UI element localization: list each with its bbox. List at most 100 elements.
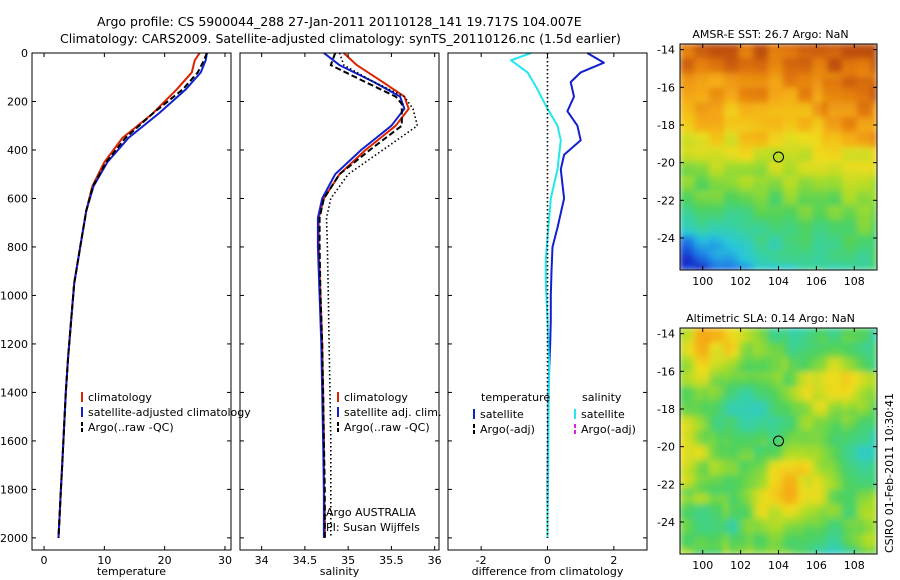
heatmap-cell bbox=[842, 195, 848, 202]
heatmap-cell bbox=[851, 210, 858, 217]
heatmap-cell bbox=[782, 430, 789, 437]
heatmap-cell bbox=[718, 366, 725, 373]
heatmap-cell bbox=[856, 44, 863, 50]
heatmap-cell bbox=[738, 225, 745, 232]
heatmap-cell bbox=[733, 401, 740, 408]
heatmap-cell bbox=[738, 435, 745, 442]
heatmap-cell bbox=[837, 411, 844, 417]
heatmap-cell bbox=[768, 455, 775, 462]
heatmap-cell bbox=[866, 161, 873, 168]
heatmap-cell bbox=[861, 87, 868, 94]
heatmap-cell bbox=[827, 411, 834, 417]
heatmap-cell bbox=[768, 519, 775, 526]
heatmap-cell bbox=[773, 474, 779, 481]
heatmap-cell bbox=[832, 176, 839, 183]
heatmap-cell bbox=[680, 401, 686, 408]
heatmap-cell bbox=[738, 519, 745, 526]
heatmap-cell bbox=[709, 220, 715, 227]
heatmap-cell bbox=[797, 107, 804, 114]
heatmap-cell bbox=[861, 249, 868, 256]
heatmap-cell bbox=[743, 425, 750, 432]
heatmap-cell bbox=[778, 450, 784, 457]
heatmap-cell bbox=[802, 401, 809, 408]
heatmap-cell bbox=[782, 391, 789, 398]
heatmap-cell bbox=[782, 235, 789, 242]
heatmap-cell bbox=[832, 328, 839, 334]
heatmap-cell bbox=[797, 117, 804, 124]
heatmap-cell bbox=[709, 376, 715, 383]
heatmap-cell bbox=[792, 445, 799, 452]
heatmap-cell bbox=[822, 465, 829, 471]
heatmap-cell bbox=[817, 499, 824, 506]
heatmap-cell bbox=[738, 131, 745, 138]
heatmap-cell bbox=[758, 455, 765, 462]
heatmap-cell bbox=[743, 220, 750, 227]
heatmap-cell bbox=[758, 406, 765, 413]
heatmap-cell bbox=[733, 131, 740, 138]
heatmap-cell bbox=[694, 415, 701, 422]
heatmap-cell bbox=[718, 337, 725, 344]
heatmap-cell bbox=[684, 361, 691, 368]
heatmap-cell bbox=[743, 420, 750, 427]
heatmap-cell bbox=[680, 58, 686, 65]
heatmap-cell bbox=[773, 146, 779, 153]
heatmap-cell bbox=[753, 386, 760, 393]
heatmap-cell bbox=[778, 225, 784, 232]
heatmap-cell bbox=[699, 205, 706, 212]
heatmap-cell bbox=[763, 450, 770, 457]
heatmap-cell bbox=[778, 411, 784, 417]
heatmap-cell bbox=[797, 386, 804, 393]
heatmap-cell bbox=[778, 161, 784, 168]
heatmap-cell bbox=[689, 190, 696, 197]
heatmap-cell bbox=[680, 146, 686, 153]
heatmap-cell bbox=[738, 195, 745, 202]
heatmap-cell bbox=[713, 127, 720, 133]
heatmap-cell bbox=[842, 406, 848, 413]
heatmap-cell bbox=[871, 230, 877, 237]
heatmap-cell bbox=[866, 533, 873, 540]
heatmap-cell bbox=[753, 376, 760, 383]
heatmap-cell bbox=[797, 58, 804, 65]
heatmap-cell bbox=[713, 328, 720, 334]
heatmap-cell bbox=[832, 430, 839, 437]
heatmap-cell bbox=[782, 328, 789, 334]
heatmap-cell bbox=[743, 548, 750, 554]
heatmap-cell bbox=[753, 509, 760, 516]
heatmap-cell bbox=[699, 509, 706, 516]
heatmap-cell bbox=[709, 127, 715, 133]
heatmap-cell bbox=[758, 342, 765, 349]
heatmap-cell bbox=[787, 528, 794, 535]
heatmap-cell bbox=[699, 63, 706, 70]
heatmap-cell bbox=[689, 102, 696, 109]
panel-sst-lat-tick-label: -16 bbox=[657, 81, 675, 94]
heatmap-cell bbox=[871, 445, 877, 452]
heatmap-cell bbox=[738, 465, 745, 471]
heatmap-cell bbox=[753, 465, 760, 471]
heatmap-cell bbox=[748, 249, 755, 256]
heatmap-cell bbox=[807, 342, 814, 349]
heatmap-cell bbox=[763, 44, 770, 50]
heatmap-cell bbox=[792, 254, 799, 261]
heatmap-cell bbox=[763, 205, 770, 212]
heatmap-cell bbox=[723, 548, 730, 554]
heatmap-cell bbox=[689, 460, 696, 467]
heatmap-cell bbox=[827, 161, 834, 168]
heatmap-cell bbox=[768, 337, 775, 344]
heatmap-cell bbox=[842, 92, 848, 99]
heatmap-cell bbox=[842, 205, 848, 212]
heatmap-cell bbox=[851, 235, 858, 242]
heatmap-cell bbox=[778, 514, 784, 521]
heatmap-cell bbox=[743, 342, 750, 349]
heatmap-cell bbox=[748, 489, 755, 496]
heatmap-cell bbox=[699, 381, 706, 388]
heatmap-cell bbox=[851, 82, 858, 89]
heatmap-cell bbox=[728, 264, 735, 270]
heatmap-cell bbox=[680, 538, 686, 545]
heatmap-cell bbox=[871, 396, 877, 403]
heatmap-cell bbox=[738, 87, 745, 94]
heatmap-cell bbox=[802, 190, 809, 197]
heatmap-cell bbox=[718, 376, 725, 383]
heatmap-cell bbox=[728, 112, 735, 119]
heatmap-cell bbox=[871, 328, 877, 334]
heatmap-cell bbox=[689, 181, 696, 187]
